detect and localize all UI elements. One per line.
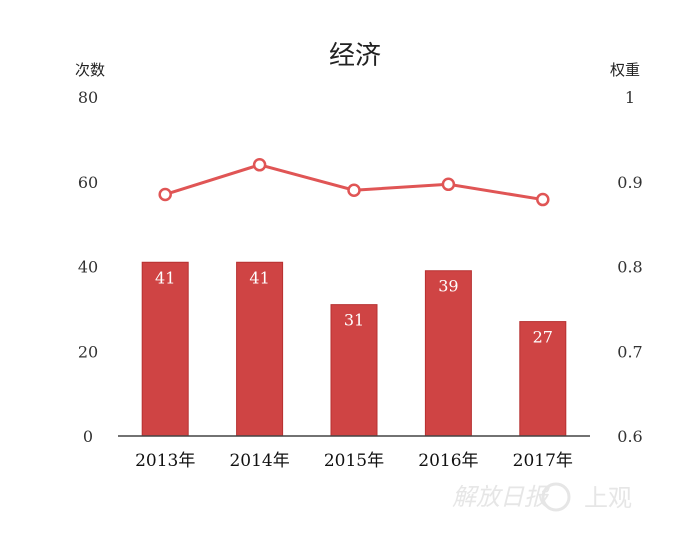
line-point xyxy=(441,177,456,192)
category-labels: 2013年 2014年 2015年 2016年 2017年 xyxy=(135,451,573,471)
right-tick-label: 0.7 xyxy=(617,342,642,361)
left-tick-label: 60 xyxy=(78,173,98,192)
bar xyxy=(519,321,567,437)
bar xyxy=(330,304,378,437)
left-tick-label: 20 xyxy=(78,342,98,361)
bar-data-label: 27 xyxy=(533,328,553,347)
watermark-logo-icon xyxy=(541,482,571,512)
category-label: 2017年 xyxy=(513,451,573,471)
right-tick-label: 1 xyxy=(625,88,635,107)
category-label: 2013年 xyxy=(135,451,195,471)
left-tick-label: 80 xyxy=(78,88,98,107)
line-point xyxy=(252,158,267,172)
right-axis-label: 权重 xyxy=(610,61,640,79)
left-tick-label: 0 xyxy=(83,427,93,446)
line-point xyxy=(347,183,361,197)
watermark-right-text: 上观 xyxy=(584,484,632,512)
category-label: 2015年 xyxy=(324,451,384,471)
category-label: 2016年 xyxy=(418,451,478,471)
bar-data-label: 31 xyxy=(344,311,364,330)
bar-data-label: 39 xyxy=(438,277,458,296)
line-point xyxy=(536,192,550,207)
category-label: 2014年 xyxy=(229,451,289,471)
chart-title: 经济 xyxy=(329,41,381,71)
bar xyxy=(141,261,189,437)
watermark: 解放日报 上观 xyxy=(452,482,632,512)
bar-data-label: 41 xyxy=(249,268,269,287)
left-axis-label: 次数 xyxy=(75,61,105,79)
watermark-left-text: 解放日报 xyxy=(452,483,551,511)
bar xyxy=(424,270,472,437)
left-tick-label: 40 xyxy=(78,258,98,277)
line-series xyxy=(158,158,550,207)
left-axis-ticks: 0 20 40 60 80 xyxy=(78,88,98,446)
right-tick-label: 0.9 xyxy=(617,173,642,192)
right-tick-label: 0.6 xyxy=(617,427,642,446)
right-tick-label: 0.8 xyxy=(617,258,642,277)
bar xyxy=(236,261,284,437)
right-axis-ticks: 0.6 0.7 0.8 0.9 1 xyxy=(617,88,642,446)
line-point xyxy=(158,187,172,202)
bar-series: 41 41 31 39 27 xyxy=(141,261,567,437)
bar-data-label: 41 xyxy=(155,268,175,287)
